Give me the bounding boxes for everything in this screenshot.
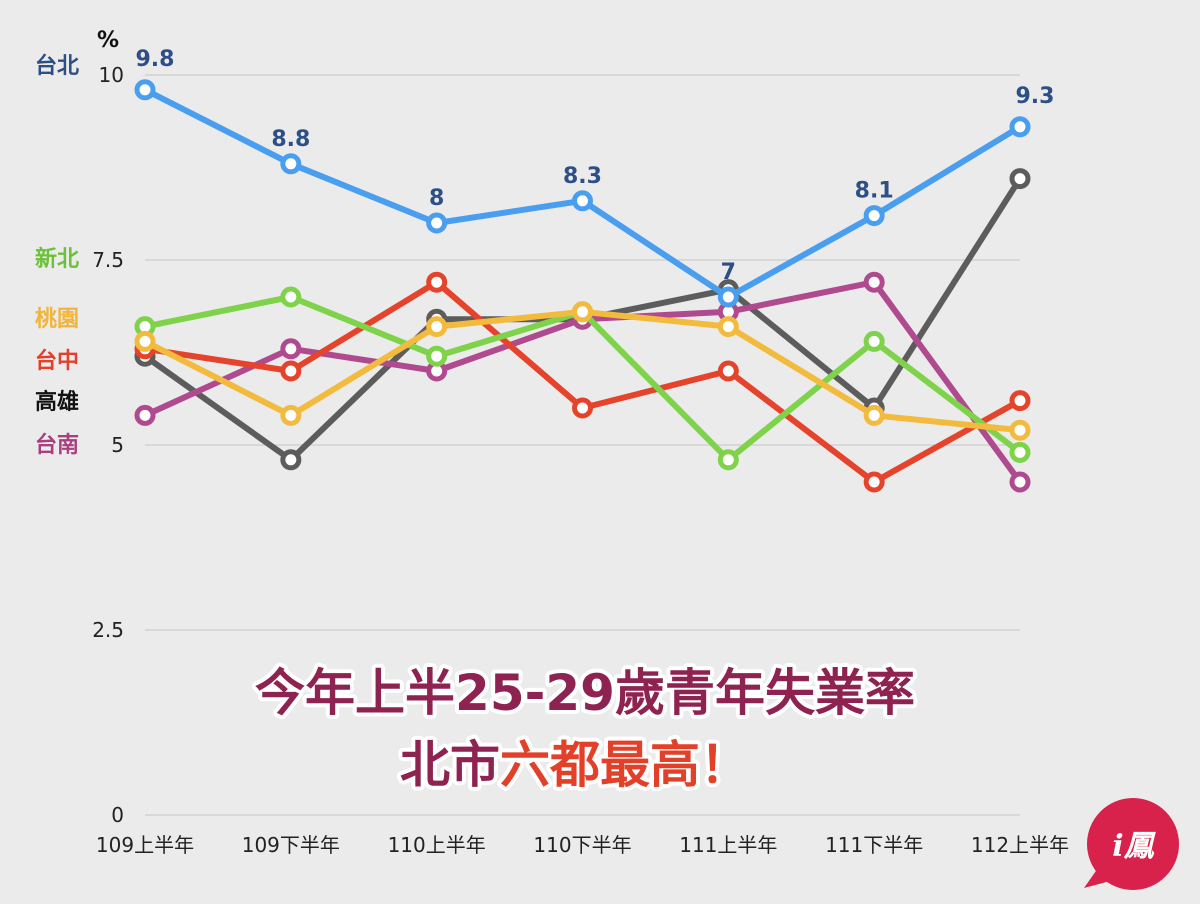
data-point [1009, 116, 1031, 138]
x-tick-label: 111上半年 [679, 833, 777, 857]
y-tick-label: 0 [111, 803, 124, 827]
x-tick-label: 110上半年 [388, 833, 486, 857]
x-tick-label: 111下半年 [825, 833, 923, 857]
data-point [863, 271, 885, 293]
data-point [426, 345, 448, 367]
headline-line2-prefix: 北市 [400, 736, 500, 794]
data-point [863, 205, 885, 227]
headline-line1-text: 今年上半25-29歲青年失業率 [255, 664, 915, 722]
data-point [717, 286, 739, 308]
data-point [280, 449, 302, 471]
legend-item: 台南 [35, 432, 79, 458]
data-point [863, 404, 885, 426]
y-axis-ticks: 0 2.5 5 7.5 10 [92, 63, 124, 827]
headline-line1: 今年上半25-29歲青年失業率 [255, 664, 915, 722]
data-point [572, 190, 593, 212]
logo-badge [1087, 798, 1179, 890]
data-point [572, 397, 593, 419]
data-point [134, 79, 156, 101]
data-point [863, 330, 885, 352]
brand-logo: i鳳 [1084, 798, 1179, 890]
y-tick-label: 7.5 [92, 248, 124, 272]
logo-text: i鳳 [1112, 829, 1156, 864]
data-point [1009, 419, 1031, 441]
data-point [280, 286, 302, 308]
data-label: 9.8 [136, 47, 175, 72]
y-axis-unit: % [97, 28, 119, 53]
legend-item: 高雄 [35, 389, 79, 415]
data-point [280, 153, 302, 175]
data-point [426, 316, 448, 338]
legend-item: 桃園 [35, 307, 79, 332]
legend-item: 新北 [35, 246, 79, 272]
headline: 今年上半25-29歲青年失業率 北市六都最高！ [251, 660, 919, 798]
series-lines [134, 79, 1031, 493]
data-label: 8.8 [271, 127, 310, 152]
data-point [134, 404, 156, 426]
series-2 [134, 301, 1031, 441]
data-point [572, 301, 593, 323]
data-point [280, 338, 302, 360]
y-tick-label: 5 [111, 433, 124, 457]
data-point [1009, 390, 1031, 412]
legend-item: 台中 [35, 348, 79, 374]
data-label: 8.1 [855, 179, 894, 204]
y-tick-label: 2.5 [92, 618, 124, 642]
legend-item: 台北 [35, 53, 79, 79]
data-point [863, 471, 885, 493]
data-point [426, 212, 448, 234]
data-point [280, 404, 302, 426]
series-0 [134, 79, 1031, 308]
x-axis-ticks: 109上半年 109下半年 110上半年 110下半年 111上半年 111下半年 112上… [96, 833, 1069, 857]
data-point [134, 330, 156, 352]
y-tick-label: 10 [99, 63, 124, 87]
x-tick-label: 109上半年 [96, 833, 194, 857]
data-point [1009, 471, 1031, 493]
data-point [426, 271, 448, 293]
data-point [717, 449, 739, 471]
data-point [1009, 441, 1031, 463]
x-tick-label: 112上半年 [971, 833, 1069, 857]
x-tick-label: 110下半年 [533, 833, 631, 857]
headline-line2: 北市六都最高！ [400, 736, 750, 794]
data-point [717, 360, 739, 382]
data-label: 7 [721, 260, 736, 285]
logo-tail [1084, 868, 1114, 888]
data-point [1009, 168, 1031, 190]
data-point [717, 316, 739, 338]
headline-line2-suffix: ！ [700, 736, 750, 794]
gridlines [145, 74, 1020, 816]
x-tick-label: 109下半年 [242, 833, 340, 857]
data-labels: 9.8 8.8 8 8.3 7 8.1 9.3 [136, 47, 1055, 285]
data-point [280, 360, 302, 382]
data-label: 8.3 [563, 164, 602, 189]
data-label: 9.3 [1016, 84, 1055, 109]
headline-line2-highlight: 六都最高 [500, 736, 700, 794]
data-label: 8 [429, 186, 444, 211]
